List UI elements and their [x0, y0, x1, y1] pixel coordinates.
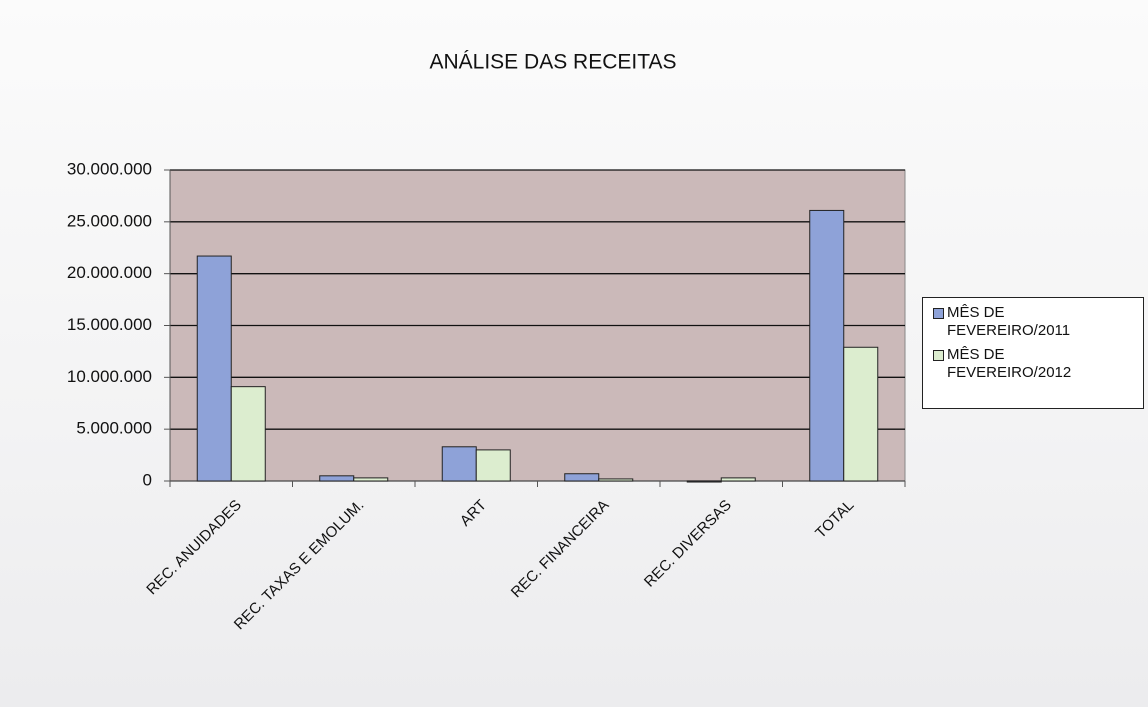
x-tick-label: REC. DIVERSAS — [641, 497, 735, 591]
legend-swatch — [933, 308, 944, 319]
y-tick-label: 0 — [143, 470, 152, 489]
bar — [720, 477, 756, 482]
bar — [686, 480, 722, 483]
y-tick-label: 20.000.000 — [67, 263, 152, 282]
bar — [230, 386, 266, 482]
legend: MÊS DE FEVEREIRO/2011 MÊS DE FEVEREIRO/20… — [922, 297, 1144, 409]
bar — [319, 475, 355, 482]
y-tick-label: 5.000.000 — [76, 419, 152, 438]
x-tick-label: TOTAL — [812, 497, 857, 542]
bar — [353, 477, 389, 482]
x-tick-label: REC. ANUIDADES — [143, 497, 245, 599]
bar — [196, 255, 232, 482]
bar — [598, 478, 634, 482]
x-tick-label: REC. TAXAS E EMOLUM. — [231, 497, 368, 634]
x-tick-label: REC. FINANCEIRA — [508, 497, 613, 602]
chart-title: ANÁLISE DAS RECEITAS — [429, 51, 676, 74]
legend-label: MÊS DE FEVEREIRO/2011 — [947, 304, 1071, 339]
legend-entry: MÊS DE FEVEREIRO/2012 — [933, 346, 1137, 382]
legend-label: MÊS DE FEVEREIRO/2012 — [947, 346, 1072, 381]
y-tick-label: 25.000.000 — [67, 211, 152, 230]
y-tick-label: 30.000.000 — [67, 159, 152, 178]
bar — [809, 209, 845, 482]
bar — [441, 446, 477, 482]
y-tick-label: 10.000.000 — [67, 367, 152, 386]
bar — [564, 473, 600, 482]
y-tick-label: 15.000.000 — [67, 315, 152, 334]
bar — [843, 346, 879, 482]
legend-entry: MÊS DE FEVEREIRO/2011 — [933, 304, 1137, 340]
bar — [475, 449, 511, 482]
x-tick-label: ART — [457, 497, 490, 530]
legend-swatch — [933, 350, 944, 361]
